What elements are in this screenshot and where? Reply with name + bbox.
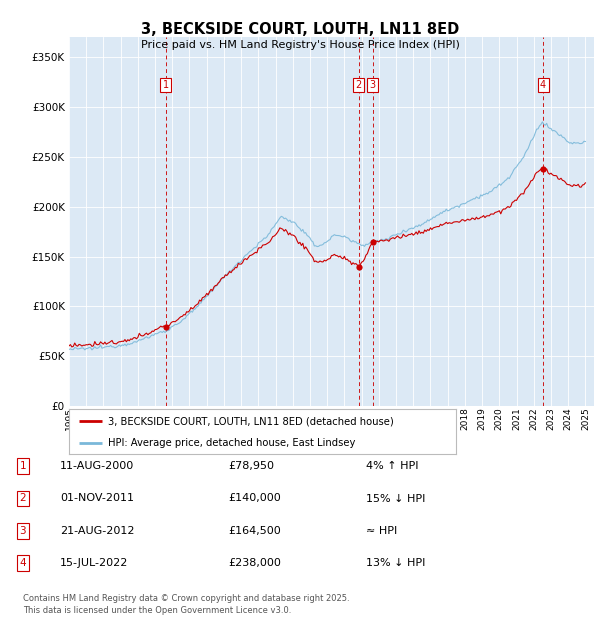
Text: 1: 1 bbox=[19, 461, 26, 471]
Text: 2: 2 bbox=[19, 494, 26, 503]
Text: Contains HM Land Registry data © Crown copyright and database right 2025.
This d: Contains HM Land Registry data © Crown c… bbox=[23, 594, 349, 615]
Text: £140,000: £140,000 bbox=[228, 494, 281, 503]
Text: 1: 1 bbox=[163, 80, 169, 90]
Text: 3, BECKSIDE COURT, LOUTH, LN11 8ED (detached house): 3, BECKSIDE COURT, LOUTH, LN11 8ED (deta… bbox=[108, 416, 394, 427]
Text: 15-JUL-2022: 15-JUL-2022 bbox=[60, 558, 128, 568]
Text: 11-AUG-2000: 11-AUG-2000 bbox=[60, 461, 134, 471]
Text: Price paid vs. HM Land Registry's House Price Index (HPI): Price paid vs. HM Land Registry's House … bbox=[140, 40, 460, 50]
Text: £78,950: £78,950 bbox=[228, 461, 274, 471]
Text: 3: 3 bbox=[370, 80, 376, 90]
Text: £164,500: £164,500 bbox=[228, 526, 281, 536]
Text: HPI: Average price, detached house, East Lindsey: HPI: Average price, detached house, East… bbox=[108, 438, 355, 448]
Text: 2: 2 bbox=[356, 80, 362, 90]
Text: 4: 4 bbox=[19, 558, 26, 568]
Text: 3, BECKSIDE COURT, LOUTH, LN11 8ED: 3, BECKSIDE COURT, LOUTH, LN11 8ED bbox=[141, 22, 459, 37]
Text: 4: 4 bbox=[540, 80, 546, 90]
Text: ≈ HPI: ≈ HPI bbox=[366, 526, 397, 536]
Text: 15% ↓ HPI: 15% ↓ HPI bbox=[366, 494, 425, 503]
Text: £238,000: £238,000 bbox=[228, 558, 281, 568]
Text: 3: 3 bbox=[19, 526, 26, 536]
Text: 4% ↑ HPI: 4% ↑ HPI bbox=[366, 461, 419, 471]
Text: 01-NOV-2011: 01-NOV-2011 bbox=[60, 494, 134, 503]
Text: 13% ↓ HPI: 13% ↓ HPI bbox=[366, 558, 425, 568]
Text: 21-AUG-2012: 21-AUG-2012 bbox=[60, 526, 134, 536]
